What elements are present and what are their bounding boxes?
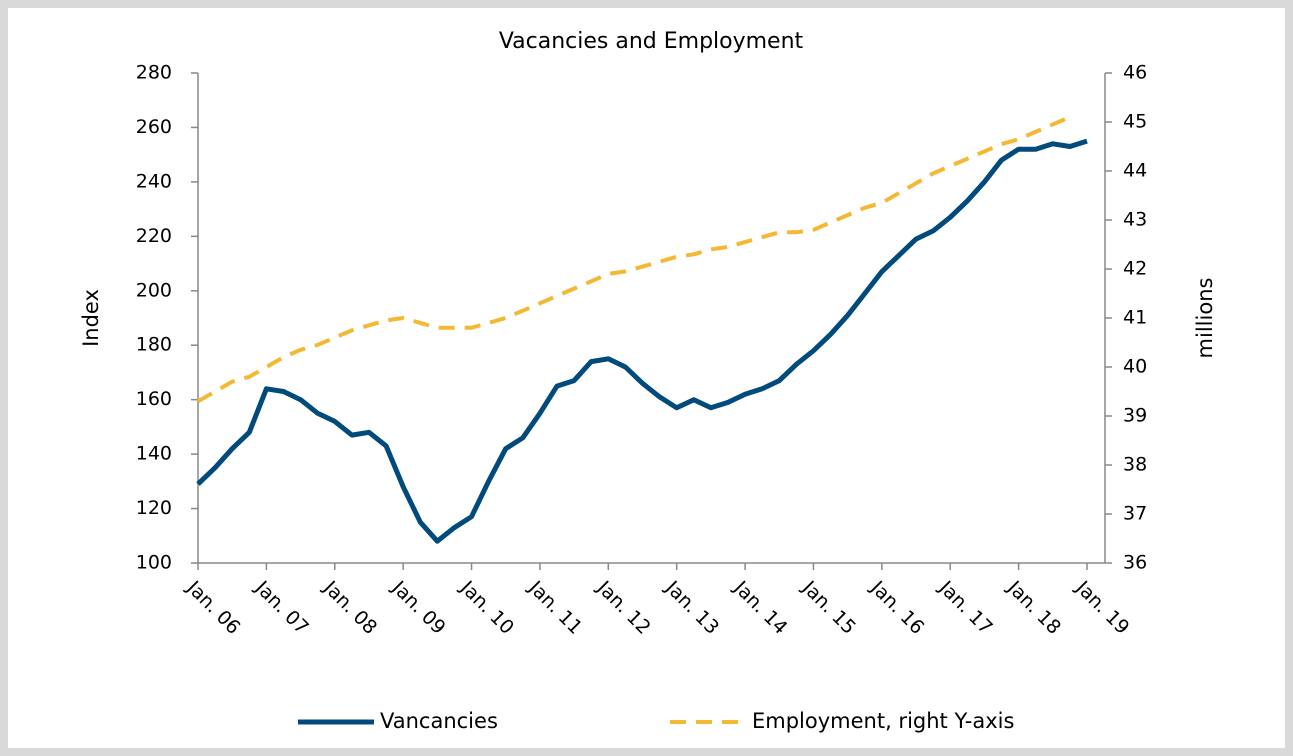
y-tick-label: 120	[136, 497, 172, 519]
legend-label: Employment, right Y-axis	[752, 709, 1014, 733]
y2-tick-label: 38	[1123, 454, 1147, 476]
series-line	[197, 115, 1071, 404]
y-tick-label: 220	[136, 225, 172, 247]
y-tick-label: 200	[136, 279, 172, 301]
y-tick-label: 280	[136, 62, 172, 84]
y-tick-label: 260	[136, 116, 172, 138]
y2-tick-label: 36	[1123, 552, 1147, 574]
y-axis-label: Index	[79, 289, 103, 347]
y2-tick-label: 37	[1123, 503, 1147, 525]
y2-tick-label: 45	[1123, 111, 1147, 133]
y2-tick-label: 42	[1123, 258, 1147, 280]
y2-tick-label: 44	[1123, 160, 1147, 182]
chart-title: Vacancies and Employment	[499, 29, 804, 54]
y2-tick-label: 46	[1123, 62, 1147, 84]
y-tick-label: 140	[136, 443, 172, 465]
y2-axis-label: millions	[1193, 278, 1217, 359]
y-tick-label: 100	[136, 552, 172, 574]
y-tick-label: 160	[136, 388, 172, 410]
chart-background	[8, 8, 1285, 748]
y-tick-label: 240	[136, 170, 172, 192]
legend-label: Vancancies	[380, 709, 498, 733]
y2-tick-label: 39	[1123, 405, 1147, 427]
y2-tick-label: 43	[1123, 209, 1147, 231]
y-tick-label: 180	[136, 334, 172, 356]
y2-tick-label: 40	[1123, 356, 1147, 378]
y2-tick-label: 41	[1123, 307, 1147, 329]
series-line	[196, 138, 1088, 544]
